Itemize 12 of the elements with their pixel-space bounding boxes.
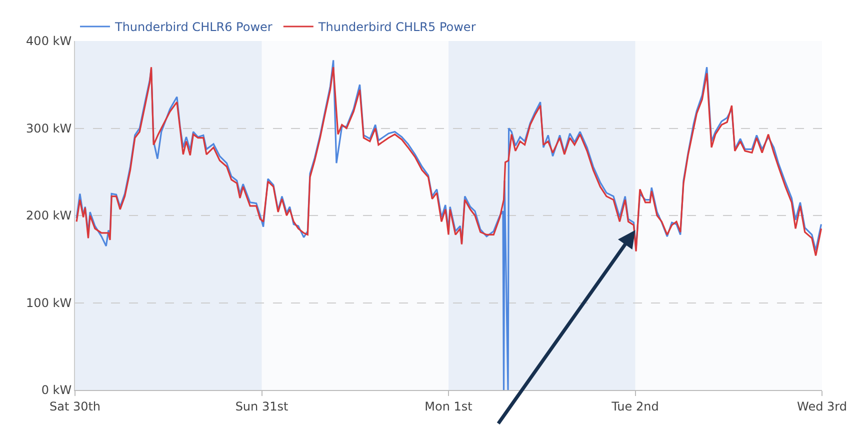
y-tick-label: 100 kW [26,296,72,310]
x-tick-label: Wed 3rd [797,399,847,414]
legend-label: Thunderbird CHLR5 Power [317,20,476,34]
y-tick-label: 300 kW [26,121,72,136]
y-tick-label: 0 kW [41,383,72,398]
x-tick-label: Tue 2nd [610,399,659,414]
y-tick-label: 200 kW [26,208,72,223]
x-tick-label: Mon 1st [424,399,473,414]
legend-label: Thunderbird CHLR6 Power [114,20,272,34]
x-tick-label: Sat 30th [49,399,101,414]
y-tick-label: 400 kW [26,34,72,48]
x-tick-label: Sun 31st [235,399,288,414]
